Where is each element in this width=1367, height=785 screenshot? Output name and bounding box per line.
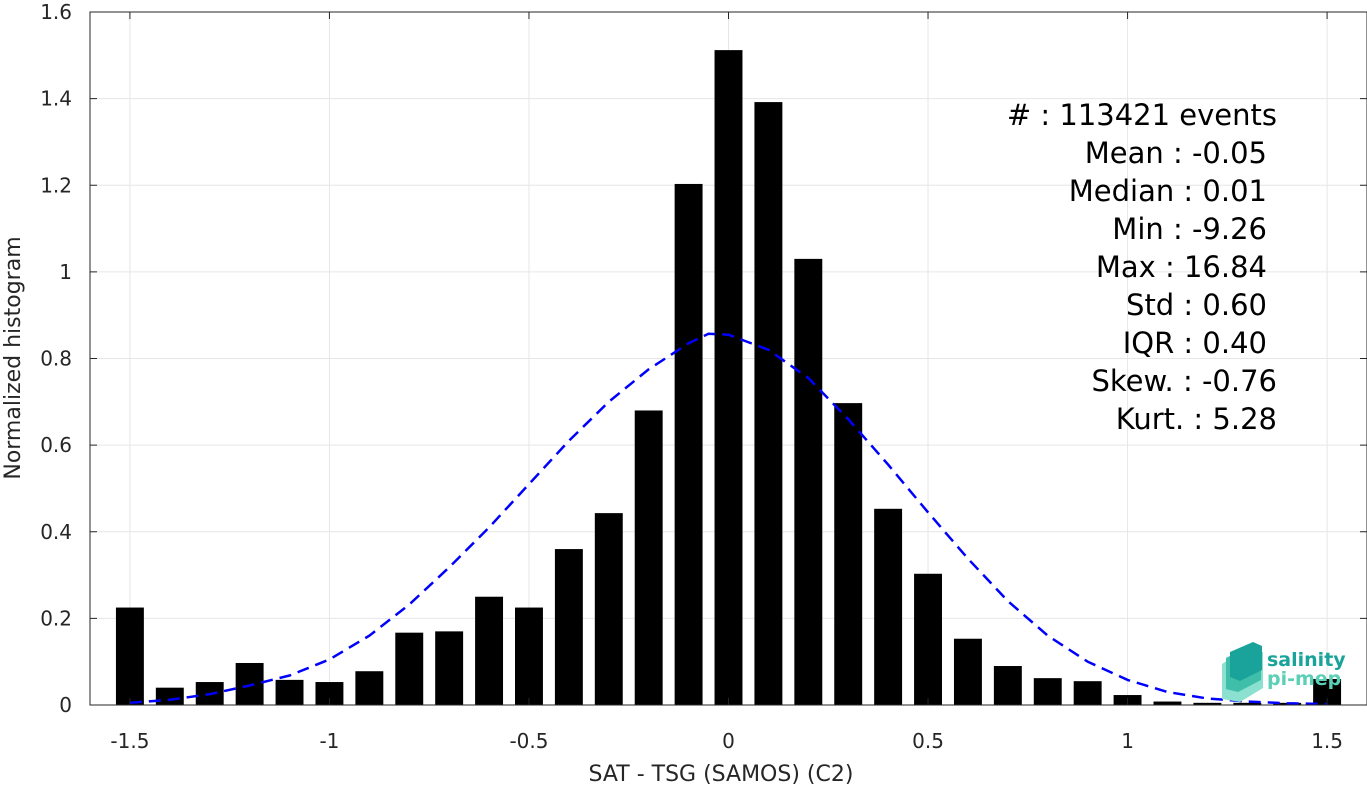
x-tick-label: 0 xyxy=(722,729,735,753)
histogram-bar xyxy=(554,549,583,705)
stat-line: IQR : 0.40 xyxy=(1123,326,1267,360)
y-tick-label: 1.4 xyxy=(40,87,72,111)
y-tick-label: 0.2 xyxy=(40,606,72,630)
histogram-bar xyxy=(515,607,543,705)
histogram-bar xyxy=(1153,701,1182,705)
x-axis-label: SAT - TSG (SAMOS) (C2) xyxy=(589,762,854,785)
x-tick-label: 1 xyxy=(1121,729,1134,753)
histogram-bars xyxy=(115,50,1342,706)
x-tick-label: -0.5 xyxy=(509,729,548,753)
logo-line-2: pi-mep xyxy=(1267,668,1341,690)
histogram-bar xyxy=(155,687,184,705)
axis-ticks: -1.5 -1 -0.5 0 0.5 1 1.5 0 0.2 0.4 0.6 0.8 1 1.2 1.4 1.… xyxy=(40,0,1367,753)
histogram-bar xyxy=(674,183,703,705)
logo-line-1: salinity xyxy=(1267,649,1346,671)
x-tick-label: -1.5 xyxy=(110,729,149,753)
histogram-bar xyxy=(275,679,304,705)
x-tick-label: 1.5 xyxy=(1311,729,1343,753)
histogram-bar xyxy=(914,573,942,705)
y-tick-label: 0 xyxy=(59,693,72,717)
histogram-bar xyxy=(754,102,783,706)
y-tick-label: 1.6 xyxy=(40,0,72,24)
normal-fit-curve xyxy=(129,332,1328,706)
histogram-bar xyxy=(834,403,863,705)
y-tick-label: 0.8 xyxy=(40,347,72,371)
salinity-pi-mep-logo: salinity pi-mep xyxy=(1222,642,1346,702)
histogram-bar xyxy=(355,671,384,705)
histogram-bar xyxy=(594,513,623,705)
histogram-bar xyxy=(315,682,344,705)
stat-line: Skew. : -0.76 xyxy=(1091,364,1277,398)
histogram-bar xyxy=(115,607,144,705)
y-tick-label: 0.4 xyxy=(40,520,72,544)
stat-line: Median : 0.01 xyxy=(1069,174,1267,208)
stat-line: Kurt. : 5.28 xyxy=(1116,402,1277,436)
y-tick-label: 1 xyxy=(59,260,72,284)
stat-line: Max : 16.84 xyxy=(1096,250,1267,284)
x-tick-label: -1 xyxy=(319,729,339,753)
stat-line: Mean : -0.05 xyxy=(1085,136,1267,170)
y-tick-label: 0.6 xyxy=(40,433,72,457)
stat-line: # : 113421 events xyxy=(1007,98,1277,132)
histogram-bar xyxy=(714,50,743,706)
histogram-bar xyxy=(993,666,1022,705)
statistics-annotations: # : 113421 events Mean : -0.05 Median : 0.… xyxy=(1007,98,1277,436)
histogram-bar xyxy=(953,638,982,705)
histogram-bar xyxy=(1233,702,1262,705)
histogram-bar xyxy=(1033,678,1062,705)
stat-line: Std : 0.60 xyxy=(1126,288,1267,322)
histogram-bar xyxy=(1193,702,1222,705)
y-axis-label: Normalized histogram xyxy=(1,236,26,479)
y-tick-label: 1.2 xyxy=(40,173,72,197)
stat-line: Min : -9.26 xyxy=(1112,212,1267,246)
logo-mark-icon xyxy=(1222,642,1263,702)
histogram-bar xyxy=(794,258,823,705)
histogram-bar xyxy=(395,632,424,705)
histogram-bar xyxy=(475,596,504,705)
histogram-bar xyxy=(874,508,903,705)
x-tick-label: 0.5 xyxy=(912,729,944,753)
histogram-bar xyxy=(435,631,464,705)
histogram-bar xyxy=(235,662,264,705)
histogram-bar xyxy=(1073,681,1102,705)
histogram-bar xyxy=(634,410,663,705)
